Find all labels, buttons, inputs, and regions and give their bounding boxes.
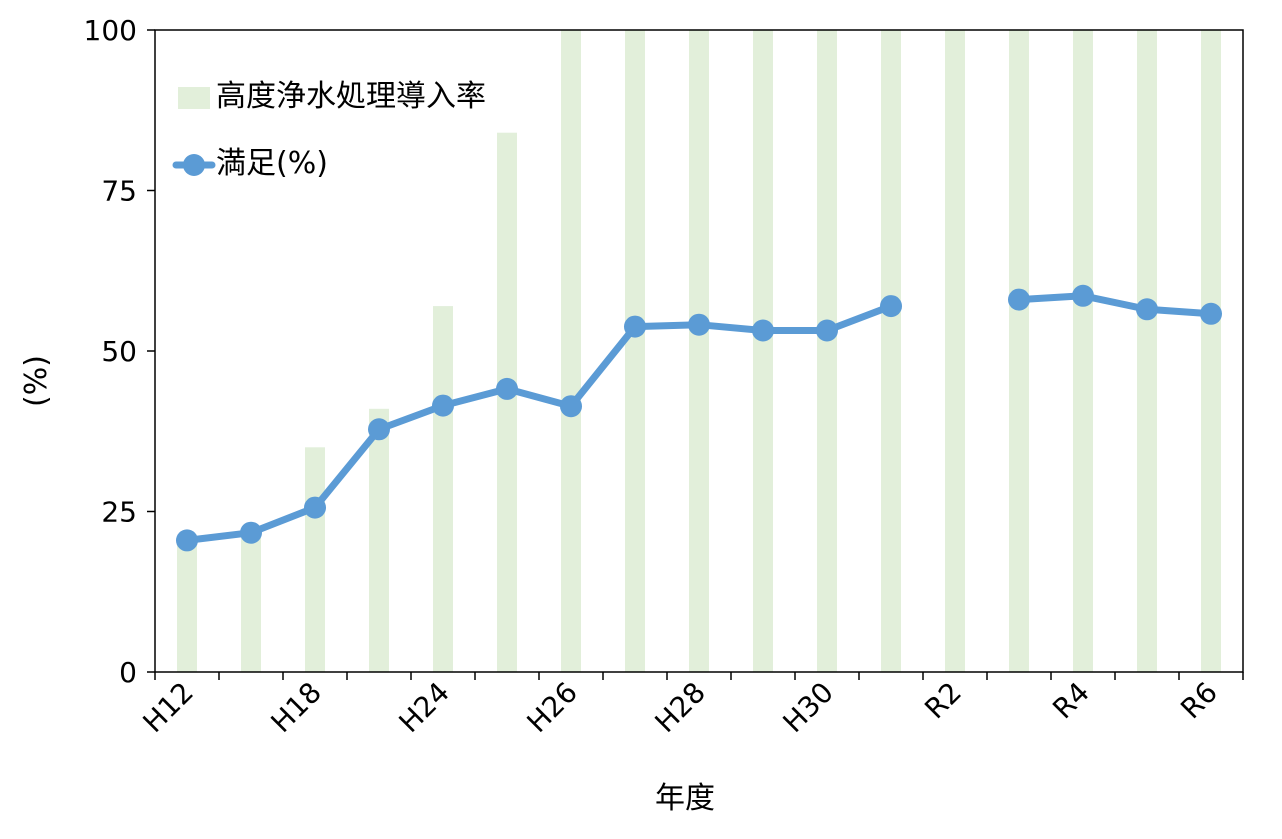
x-tick-label: H30 bbox=[777, 676, 840, 739]
bar bbox=[241, 537, 261, 672]
bar bbox=[881, 30, 901, 672]
bar bbox=[1201, 30, 1221, 672]
data-point bbox=[1008, 288, 1030, 311]
bar bbox=[177, 537, 197, 672]
x-tick-label: H24 bbox=[393, 676, 456, 739]
data-point bbox=[496, 377, 518, 400]
x-tick-label: R2 bbox=[918, 676, 968, 726]
y-tick-label: 75 bbox=[101, 175, 137, 208]
data-point bbox=[1200, 302, 1222, 325]
bar bbox=[433, 306, 453, 672]
y-tick-label: 100 bbox=[84, 14, 137, 47]
data-point bbox=[816, 319, 838, 342]
x-tick-label: H26 bbox=[521, 676, 584, 739]
y-tick-label: 25 bbox=[101, 496, 137, 529]
axis-layer bbox=[147, 29, 1244, 680]
legend: 高度浄水処理導入率 満足(%) bbox=[172, 79, 486, 181]
data-point bbox=[1072, 284, 1094, 307]
bar bbox=[753, 30, 773, 672]
x-tick-label: R4 bbox=[1046, 676, 1096, 726]
bar bbox=[369, 408, 389, 672]
bar bbox=[1073, 30, 1093, 672]
bar bbox=[561, 30, 581, 672]
bars-layer bbox=[177, 30, 1221, 672]
data-point bbox=[560, 395, 582, 418]
data-point bbox=[688, 313, 710, 336]
bar bbox=[1137, 30, 1157, 672]
x-tick-label: H18 bbox=[265, 676, 328, 739]
bar bbox=[497, 132, 517, 672]
series-line bbox=[183, 302, 895, 544]
bar bbox=[817, 30, 837, 672]
data-point bbox=[240, 521, 262, 544]
x-tick-label: H28 bbox=[649, 676, 712, 739]
data-point bbox=[176, 529, 198, 552]
y-tick-label: 0 bbox=[119, 656, 137, 689]
x-tick-label: H12 bbox=[137, 676, 200, 739]
data-point bbox=[368, 418, 390, 441]
legend-line-marker bbox=[183, 154, 205, 176]
series-line bbox=[1015, 292, 1215, 318]
bar bbox=[625, 30, 645, 672]
legend-bar-label: 高度浄水処理導入率 bbox=[216, 79, 486, 114]
bar bbox=[689, 30, 709, 672]
line-layer bbox=[176, 284, 1222, 552]
x-axis-title: 年度 bbox=[655, 781, 715, 816]
y-axis-title: (%) bbox=[19, 355, 54, 407]
bar bbox=[1009, 30, 1029, 672]
data-point bbox=[624, 315, 646, 338]
data-point bbox=[752, 319, 774, 342]
bar bbox=[945, 30, 965, 672]
data-point bbox=[880, 295, 902, 318]
legend-line-label: 満足(%) bbox=[216, 146, 328, 181]
x-tick-label: R6 bbox=[1174, 676, 1224, 726]
data-point bbox=[432, 394, 454, 417]
bar bbox=[305, 447, 325, 672]
y-tick-label: 50 bbox=[101, 335, 137, 368]
data-point bbox=[304, 496, 326, 519]
legend-bar-swatch bbox=[178, 87, 210, 109]
data-point bbox=[1136, 298, 1158, 321]
